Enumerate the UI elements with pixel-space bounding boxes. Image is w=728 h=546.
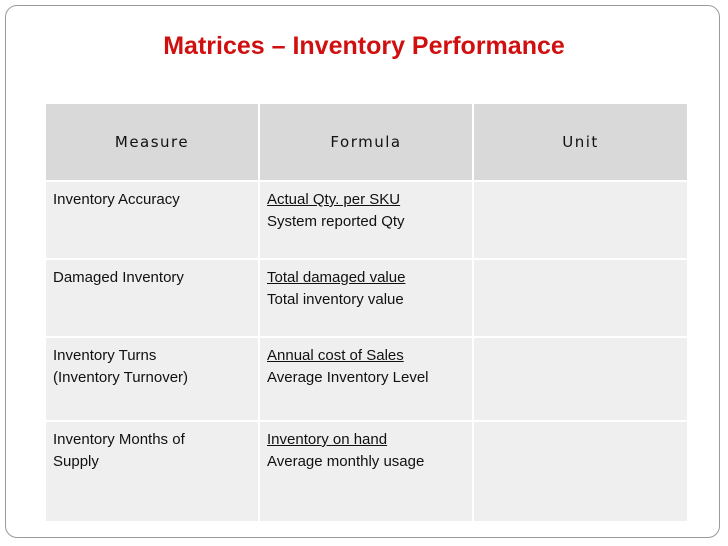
measure-text: Inventory Months of	[53, 431, 185, 448]
measure-text: Damaged Inventory	[53, 269, 184, 286]
header-cell: Unit	[473, 103, 688, 181]
measure-cell: Inventory Months of Supply	[45, 421, 259, 522]
formula-numerator: Total damaged value	[267, 269, 406, 286]
formula-denominator: Total inventory value	[267, 291, 404, 308]
formula-denominator: Average monthly usage	[267, 453, 425, 470]
formula-denominator: System reported Qty	[267, 213, 405, 230]
formula-cell: Actual Qty. per SKU System reported Qty	[259, 181, 473, 259]
unit-cell	[473, 259, 688, 337]
measure-text: Supply	[53, 453, 99, 470]
slide-title: Matrices – Inventory Performance	[163, 32, 565, 60]
header-cell: Formula	[259, 103, 473, 181]
measure-cell: Inventory Turns (Inventory Turnover)	[45, 337, 259, 421]
formula-numerator: Actual Qty. per SKU	[267, 191, 401, 208]
unit-cell	[473, 421, 688, 522]
formula-cell: Total damaged value Total inventory value	[259, 259, 473, 337]
header-cell: Measure	[45, 103, 259, 181]
measure-text: Inventory Turns	[53, 347, 157, 364]
measure-text: (Inventory Turnover)	[53, 369, 189, 386]
formula-numerator: Annual cost of Sales	[267, 347, 404, 364]
measure-cell: Damaged Inventory	[45, 259, 259, 337]
formula-cell: Inventory on hand Average monthly usage	[259, 421, 473, 522]
formula-denominator: Average Inventory Level	[267, 369, 429, 386]
slide-frame	[5, 5, 720, 538]
formula-cell: Annual cost of Sales Average Inventory Le…	[259, 337, 473, 421]
measure-text: Inventory Accuracy	[53, 191, 180, 208]
unit-cell	[473, 181, 688, 259]
measure-cell: Inventory Accuracy	[45, 181, 259, 259]
unit-cell	[473, 337, 688, 421]
formula-numerator: Inventory on hand	[267, 431, 388, 448]
